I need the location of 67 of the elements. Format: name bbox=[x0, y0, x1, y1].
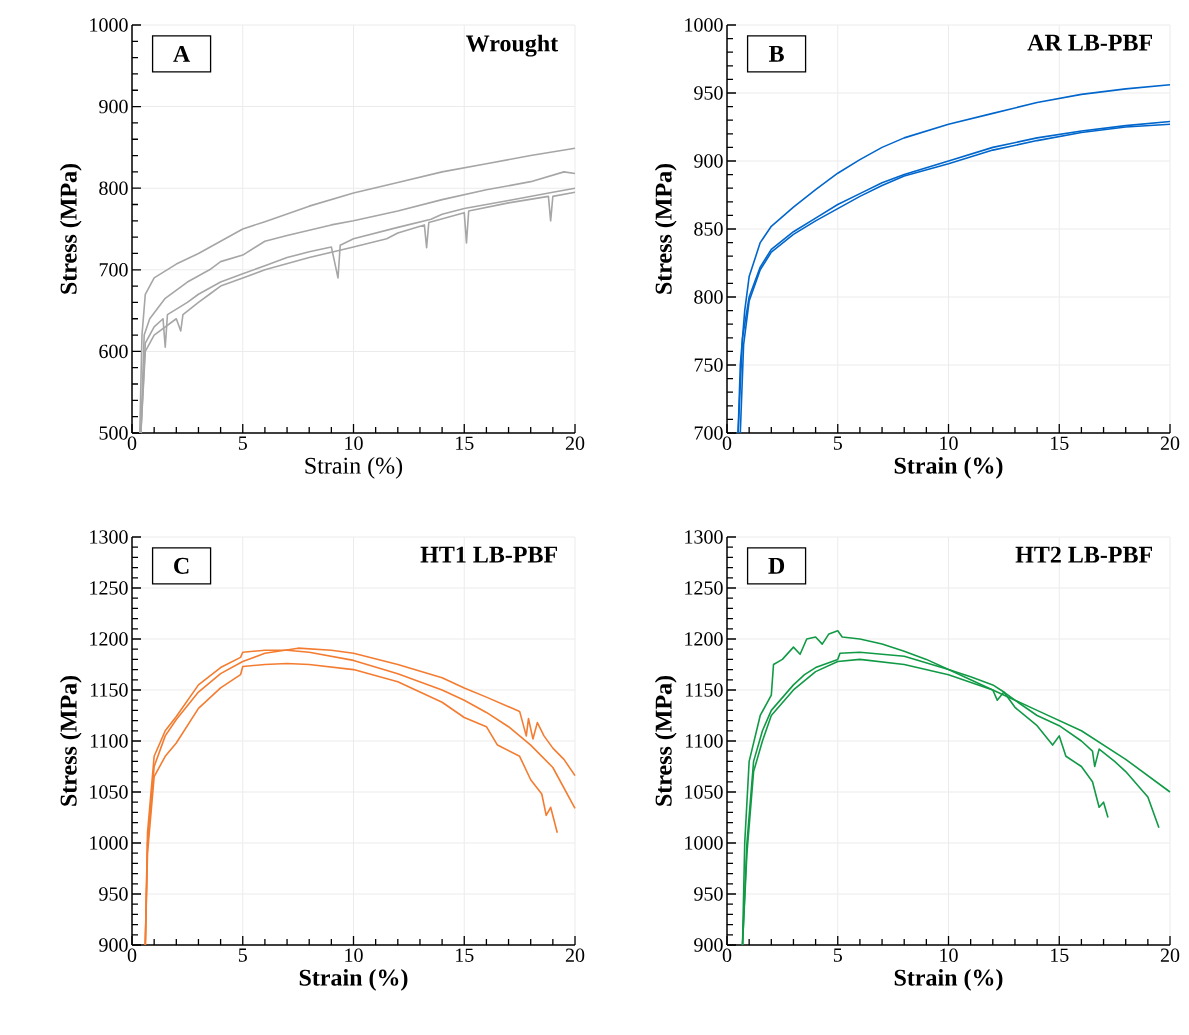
y-tick-label: 900 bbox=[694, 154, 723, 168]
x-axis-title: Strain (%) bbox=[305, 456, 403, 479]
x-tick-label: 15 bbox=[456, 948, 474, 962]
y-tick-label: 950 bbox=[694, 86, 723, 100]
x-tick-label: 15 bbox=[1051, 436, 1069, 450]
x-axis-title: Strain (%) bbox=[894, 968, 1003, 991]
y-axis-title: Stress (MPa) bbox=[59, 675, 82, 806]
x-tick-label: 10 bbox=[345, 436, 363, 451]
x-tick-label: 5 bbox=[238, 948, 247, 962]
y-tick-label: 1000 bbox=[685, 18, 723, 32]
x-tick-label: 10 bbox=[940, 948, 958, 963]
y-tick-label: 1250 bbox=[90, 581, 128, 595]
y-tick-label: 800 bbox=[694, 290, 723, 304]
x-tick-label: 20 bbox=[565, 436, 585, 451]
y-tick-label: 1200 bbox=[90, 632, 128, 646]
y-tick-label: 800 bbox=[99, 181, 128, 195]
x-tick-label: 20 bbox=[1160, 948, 1180, 963]
x-tick-label: 10 bbox=[940, 436, 958, 451]
y-tick-label: 1300 bbox=[90, 530, 128, 544]
y-tick-label: 900 bbox=[99, 99, 128, 114]
annotation: HT1 LB-PBF bbox=[420, 546, 558, 563]
y-tick-label: 850 bbox=[694, 222, 723, 236]
x-tick-label: 0 bbox=[127, 948, 137, 963]
y-tick-label: 1050 bbox=[685, 785, 723, 799]
y-tick-label: 600 bbox=[99, 344, 128, 359]
annotation: D bbox=[768, 557, 785, 574]
x-tick-label: 5 bbox=[833, 436, 842, 450]
y-tick-label: 900 bbox=[694, 938, 723, 952]
y-tick-label: 1050 bbox=[90, 785, 128, 799]
y-axis-title: Stress (MPa) bbox=[654, 163, 677, 294]
y-tick-label: 1100 bbox=[685, 734, 723, 748]
x-tick-label: 20 bbox=[565, 948, 585, 963]
annotation: Wrought bbox=[466, 34, 559, 57]
y-tick-label: 1000 bbox=[685, 836, 723, 850]
y-tick-label: 500 bbox=[99, 426, 128, 440]
x-tick-label: 0 bbox=[722, 436, 732, 451]
y-tick-label: 1300 bbox=[685, 530, 723, 544]
y-tick-label: 950 bbox=[694, 887, 723, 901]
annotation: AR LB-PBF bbox=[1027, 34, 1152, 51]
y-tick-label: 900 bbox=[99, 938, 128, 952]
y-tick-label: 700 bbox=[99, 263, 128, 277]
x-tick-label: 10 bbox=[345, 948, 363, 963]
y-tick-label: 1100 bbox=[90, 734, 128, 748]
y-tick-label: 1000 bbox=[90, 836, 128, 850]
x-tick-label: 15 bbox=[456, 436, 474, 450]
x-axis-title: Strain (%) bbox=[894, 456, 1003, 479]
y-axis-title: Stress (MPa) bbox=[59, 163, 82, 294]
y-axis-title: Stress (MPa) bbox=[654, 675, 677, 806]
y-tick-label: 1150 bbox=[685, 683, 723, 697]
y-tick-label: 750 bbox=[694, 358, 723, 372]
y-tick-label: 700 bbox=[694, 426, 723, 440]
x-tick-label: 5 bbox=[238, 436, 247, 450]
annotation: C bbox=[174, 557, 189, 574]
y-tick-label: 950 bbox=[99, 887, 128, 901]
x-tick-label: 15 bbox=[1051, 948, 1069, 962]
annotation: B bbox=[768, 45, 784, 62]
x-tick-label: 0 bbox=[722, 948, 732, 963]
x-tick-label: 0 bbox=[127, 436, 137, 451]
x-axis-title: Strain (%) bbox=[299, 968, 408, 991]
y-tick-label: 1200 bbox=[685, 632, 723, 646]
y-tick-label: 1000 bbox=[90, 18, 128, 32]
y-tick-label: 1150 bbox=[90, 683, 128, 697]
y-tick-label: 1250 bbox=[685, 581, 723, 595]
annotation: A bbox=[173, 45, 191, 62]
annotation: HT2 LB-PBF bbox=[1015, 546, 1153, 563]
x-tick-label: 5 bbox=[833, 948, 842, 962]
x-tick-label: 20 bbox=[1160, 436, 1180, 451]
